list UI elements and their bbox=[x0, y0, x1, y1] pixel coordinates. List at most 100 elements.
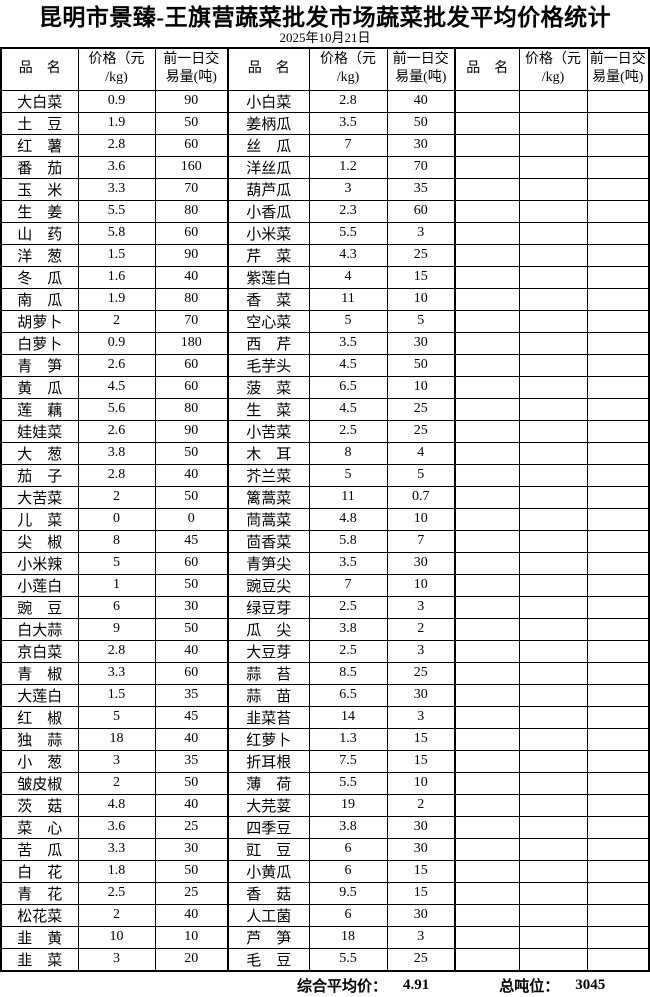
product-name-cell: 土 豆 bbox=[0, 111, 79, 135]
table-row: 玉 米 3.3 70 葫芦瓜 3 35 bbox=[0, 177, 650, 201]
price-cell bbox=[518, 507, 588, 531]
volume-cell: 30 bbox=[386, 815, 456, 839]
table-row: 青 花 2.5 25 香 菇 9.5 15 bbox=[0, 881, 650, 905]
volume-cell bbox=[586, 947, 650, 971]
product-name-cell: 毛 豆 bbox=[227, 947, 310, 971]
product-name-cell bbox=[454, 837, 520, 861]
price-cell: 1.5 bbox=[77, 243, 156, 267]
volume-cell bbox=[586, 859, 650, 883]
col-header-volume-line2: 易量(吨) bbox=[395, 70, 447, 86]
price-cell: 7.5 bbox=[308, 749, 388, 773]
volume-cell: 3 bbox=[386, 639, 456, 663]
price-cell: 3.5 bbox=[308, 331, 388, 355]
product-name-cell: 青 笋 bbox=[0, 353, 79, 377]
col-header-name: 品 名 bbox=[227, 47, 310, 91]
price-cell: 4.3 bbox=[308, 243, 388, 267]
table-row: 茨 菇 4.8 40 大芫荽 19 2 bbox=[0, 793, 650, 817]
product-name-cell bbox=[454, 243, 520, 267]
volume-cell bbox=[586, 89, 650, 113]
price-cell: 0.9 bbox=[77, 89, 156, 113]
volume-cell bbox=[586, 683, 650, 707]
volume-cell: 7 bbox=[386, 529, 456, 553]
volume-cell bbox=[586, 925, 650, 949]
product-name-cell: 小香瓜 bbox=[227, 199, 310, 223]
product-name-cell bbox=[454, 727, 520, 751]
total-tonnage-value: 3045 bbox=[575, 977, 606, 993]
price-cell: 2.5 bbox=[77, 881, 156, 905]
volume-cell: 50 bbox=[154, 859, 229, 883]
volume-cell: 50 bbox=[386, 111, 456, 135]
volume-cell: 60 bbox=[154, 375, 229, 399]
volume-cell: 15 bbox=[386, 727, 456, 751]
volume-cell: 4 bbox=[386, 441, 456, 465]
volume-cell: 30 bbox=[386, 837, 456, 861]
table-row: 小 葱 3 35 折耳根 7.5 15 bbox=[0, 749, 650, 773]
price-cell: 5 bbox=[308, 463, 388, 487]
price-cell bbox=[518, 199, 588, 223]
price-cell: 2 bbox=[77, 309, 156, 333]
volume-cell: 40 bbox=[154, 793, 229, 817]
price-cell: 5.8 bbox=[308, 529, 388, 553]
product-name-cell: 尖 椒 bbox=[0, 529, 79, 553]
volume-cell: 40 bbox=[154, 463, 229, 487]
table-row: 京白菜 2.8 40 大豆芽 2.5 3 bbox=[0, 639, 650, 663]
volume-cell bbox=[586, 155, 650, 179]
volume-cell: 180 bbox=[154, 331, 229, 355]
price-cell: 3.8 bbox=[77, 441, 156, 465]
table-row: 红 椒 5 45 韭菜苔 14 3 bbox=[0, 705, 650, 729]
price-table: 品 名 价格（元 /kg) 前一日交 易量(吨) 品 名 价格（元 /kg) 前… bbox=[0, 47, 650, 972]
price-cell: 5.5 bbox=[308, 221, 388, 245]
product-name-cell: 豌豆尖 bbox=[227, 573, 310, 597]
product-name-cell: 茼蒿菜 bbox=[227, 507, 310, 531]
volume-cell: 35 bbox=[154, 749, 229, 773]
table-row: 皱皮椒 2 50 薄 荷 5.5 10 bbox=[0, 771, 650, 795]
price-cell: 2.8 bbox=[77, 133, 156, 157]
product-name-cell bbox=[454, 529, 520, 553]
volume-cell: 2 bbox=[386, 617, 456, 641]
product-name-cell: 苦 瓜 bbox=[0, 837, 79, 861]
product-name-cell bbox=[454, 331, 520, 355]
volume-cell: 3 bbox=[386, 925, 456, 949]
price-cell bbox=[518, 133, 588, 157]
average-price-label: 综合平均价： bbox=[297, 979, 388, 995]
col-header-price-line2: /kg) bbox=[105, 70, 128, 86]
product-name-cell bbox=[454, 639, 520, 663]
product-name-cell bbox=[454, 287, 520, 311]
price-cell: 7 bbox=[308, 133, 388, 157]
table-row: 冬 瓜 1.6 40 紫莲白 4 15 bbox=[0, 265, 650, 289]
price-cell: 4 bbox=[308, 265, 388, 289]
price-cell: 3.3 bbox=[77, 177, 156, 201]
table-row: 白萝卜 0.9 180 西 芹 3.5 30 bbox=[0, 331, 650, 355]
price-cell: 5 bbox=[308, 309, 388, 333]
volume-cell: 35 bbox=[154, 683, 229, 707]
price-cell: 9 bbox=[77, 617, 156, 641]
product-name-cell bbox=[454, 815, 520, 839]
volume-cell bbox=[586, 177, 650, 201]
table-row: 儿 菜 0 0 茼蒿菜 4.8 10 bbox=[0, 507, 650, 531]
table-header: 品 名 价格（元 /kg) 前一日交 易量(吨) 品 名 价格（元 /kg) 前… bbox=[0, 47, 650, 91]
volume-cell: 2 bbox=[386, 793, 456, 817]
price-cell bbox=[518, 463, 588, 487]
volume-cell: 80 bbox=[154, 397, 229, 421]
price-cell bbox=[518, 177, 588, 201]
volume-cell: 5 bbox=[386, 309, 456, 333]
product-name-cell bbox=[454, 595, 520, 619]
product-name-cell: 篱蒿菜 bbox=[227, 485, 310, 509]
volume-cell bbox=[586, 331, 650, 355]
price-cell bbox=[518, 793, 588, 817]
price-cell: 6 bbox=[308, 903, 388, 927]
table-row: 生 姜 5.5 80 小香瓜 2.3 60 bbox=[0, 199, 650, 223]
table-row: 胡萝卜 2 70 空心菜 5 5 bbox=[0, 309, 650, 333]
price-cell: 18 bbox=[77, 727, 156, 751]
product-name-cell: 折耳根 bbox=[227, 749, 310, 773]
product-name-cell: 葫芦瓜 bbox=[227, 177, 310, 201]
volume-cell bbox=[586, 397, 650, 421]
price-cell: 2.5 bbox=[308, 639, 388, 663]
price-cell: 5 bbox=[77, 551, 156, 575]
product-name-cell: 红 椒 bbox=[0, 705, 79, 729]
volume-cell: 80 bbox=[154, 287, 229, 311]
product-name-cell bbox=[454, 397, 520, 421]
volume-cell: 25 bbox=[386, 419, 456, 443]
volume-cell: 30 bbox=[386, 331, 456, 355]
volume-cell: 40 bbox=[154, 903, 229, 927]
